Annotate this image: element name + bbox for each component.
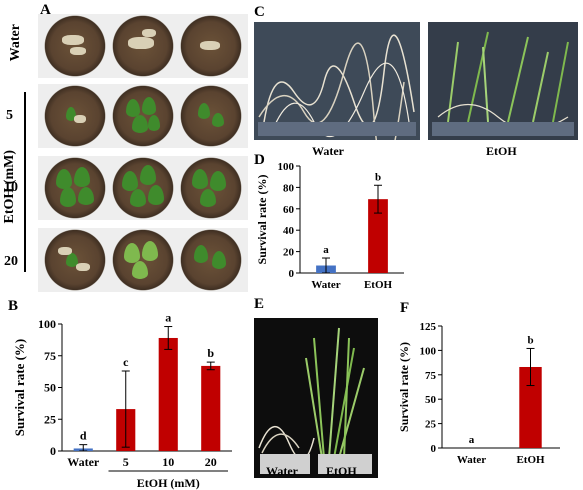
- bar: [158, 337, 178, 451]
- bar: [201, 365, 221, 451]
- pot: [44, 229, 106, 291]
- row-label-20: 20: [4, 254, 18, 269]
- pot: [180, 85, 242, 147]
- panel-c-letter: C: [254, 4, 265, 20]
- y-tick-label: 80: [283, 182, 295, 194]
- y-tick-label: 0: [431, 443, 437, 455]
- bar: [368, 199, 388, 273]
- significance-letter: a: [165, 311, 171, 325]
- photo-c-label-water: Water: [312, 144, 344, 158]
- pot: [44, 15, 106, 77]
- x-tick-label: Water: [457, 454, 486, 466]
- significance-letter: c: [123, 355, 129, 369]
- y-tick-label: 100: [38, 317, 56, 331]
- photo-row-5mm: [38, 84, 248, 148]
- photo-e-label-etoh: EtOH: [326, 464, 357, 478]
- pot: [44, 157, 106, 219]
- pot: [180, 229, 242, 291]
- chart-b: 0 25 50 75 100 Survival rate (%) d Water c 5 a 10 b 2…: [12, 311, 232, 490]
- photo-row-10mm: [38, 156, 248, 220]
- y-tick-label: 75: [425, 370, 437, 382]
- significance-letter: a: [323, 244, 329, 256]
- significance-letter: b: [527, 334, 533, 346]
- x-tick-label: Water: [67, 455, 100, 469]
- row-label-10: 10: [4, 180, 18, 195]
- y-tick-label: 50: [44, 381, 56, 395]
- y-tick-label: 125: [420, 321, 437, 333]
- x-tick-label: Water: [311, 279, 340, 291]
- photo-c-water: [254, 22, 420, 140]
- pot: [112, 85, 174, 147]
- significance-letter: a: [469, 434, 475, 446]
- significance-letter: d: [80, 429, 87, 443]
- pot: [180, 157, 242, 219]
- group-bracket: [24, 92, 26, 272]
- y-tick-label: 100: [420, 345, 437, 357]
- significance-letter: b: [375, 171, 381, 183]
- pot: [112, 157, 174, 219]
- y-axis-label: Survival rate (%): [255, 175, 269, 265]
- photo-e-label-water: Water: [266, 464, 298, 478]
- y-tick-label: 50: [425, 394, 437, 406]
- panel-b-letter: B: [8, 298, 19, 314]
- y-tick-label: 40: [283, 225, 295, 237]
- panel-d-letter: D: [254, 152, 265, 168]
- pot: [180, 15, 242, 77]
- chart-d: 0 20 40 60 80 100 Survival rate (%) a Water b EtOH: [255, 161, 404, 291]
- photo-e: [254, 318, 378, 478]
- y-axis-label: Survival rate (%): [12, 339, 27, 436]
- significance-letter: b: [207, 346, 214, 360]
- row-label-water: Water: [8, 24, 23, 62]
- x-tick-label: 10: [162, 455, 174, 469]
- y-tick-label: 0: [50, 444, 56, 458]
- x-axis-label: EtOH (mM): [137, 476, 200, 490]
- pot: [112, 229, 174, 291]
- y-tick-label: 20: [283, 247, 295, 259]
- panel-f-letter: F: [400, 300, 410, 316]
- x-tick-label: 20: [205, 455, 217, 469]
- photo-row-water: [38, 14, 248, 78]
- x-tick-label: EtOH: [364, 279, 393, 291]
- y-tick-label: 100: [278, 161, 295, 173]
- pot: [112, 15, 174, 77]
- y-tick-label: 25: [44, 412, 56, 426]
- bar: [519, 366, 542, 448]
- panel-e-letter: E: [254, 296, 265, 312]
- photo-c-label-etoh: EtOH: [486, 144, 517, 158]
- y-axis-label: Survival rate (%): [397, 342, 411, 432]
- y-tick-label: 75: [44, 349, 56, 363]
- y-tick-label: 60: [283, 204, 295, 216]
- photo-row-20mm: [38, 228, 248, 292]
- x-tick-label: 5: [123, 455, 129, 469]
- y-tick-label: 0: [289, 268, 295, 280]
- photo-c-etoh: [428, 22, 578, 140]
- y-tick-label: 25: [425, 419, 437, 431]
- pot: [44, 85, 106, 147]
- x-tick-label: EtOH: [516, 454, 545, 466]
- chart-f: 0 25 50 75 100 125 Survival rate (%) a Water b EtO…: [397, 321, 560, 466]
- row-label-5: 5: [6, 108, 13, 123]
- panel-a-letter: A: [40, 2, 51, 18]
